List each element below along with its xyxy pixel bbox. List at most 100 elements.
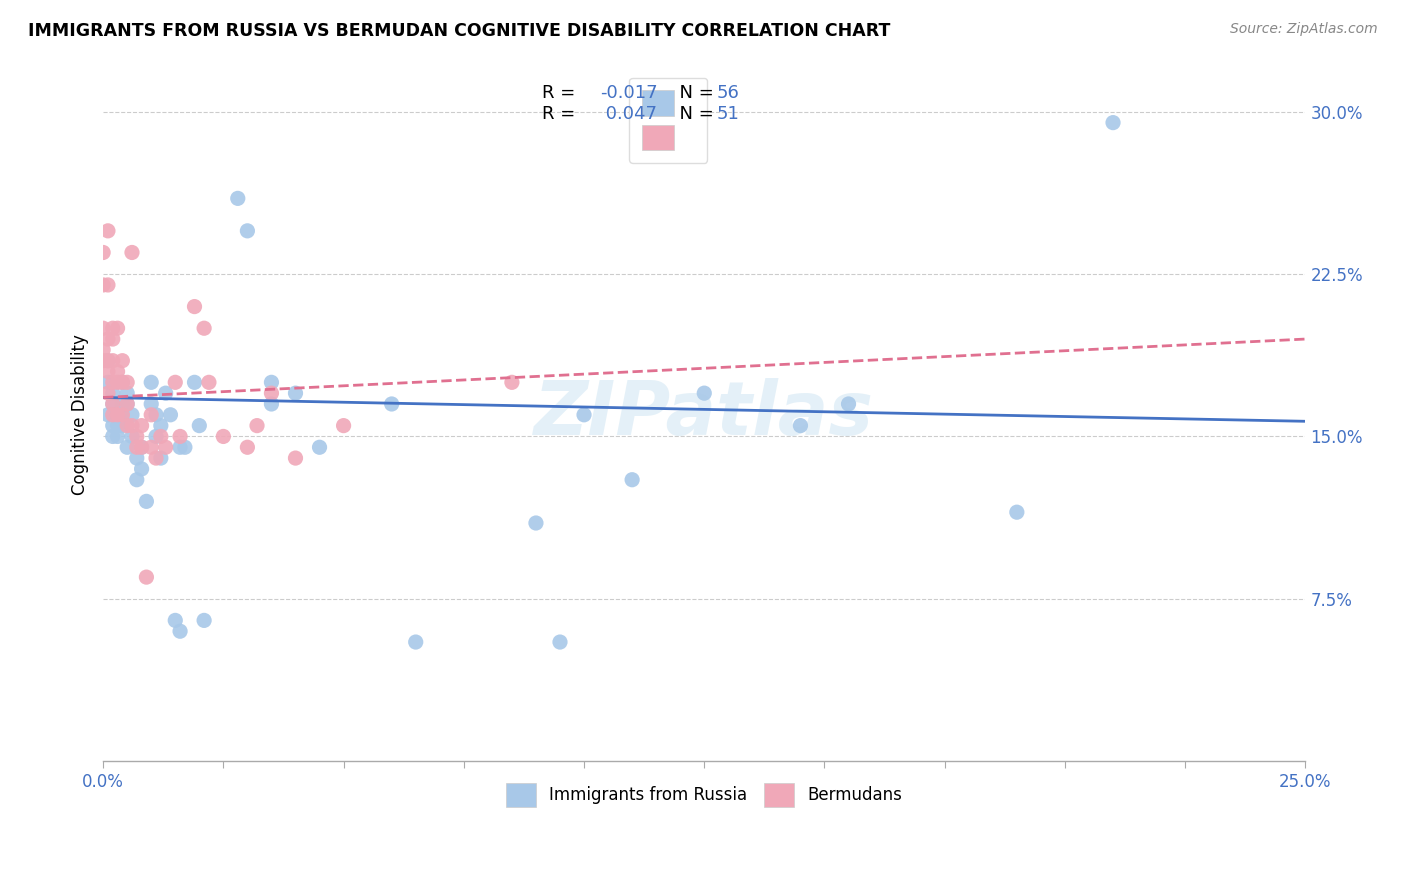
Point <box>308 440 330 454</box>
Point <box>838 397 860 411</box>
Point <box>548 635 571 649</box>
Point <box>115 386 138 401</box>
Point <box>111 408 134 422</box>
Point <box>115 376 138 390</box>
Point <box>107 408 129 422</box>
Point <box>155 386 177 401</box>
Point <box>260 376 283 390</box>
Point <box>131 440 153 454</box>
Point <box>1102 115 1125 129</box>
Point <box>183 376 205 390</box>
Point <box>145 408 167 422</box>
Point <box>91 343 114 357</box>
Point <box>125 429 148 443</box>
Point <box>284 386 307 401</box>
Point <box>101 418 124 433</box>
Point <box>97 408 120 422</box>
Text: N =: N = <box>668 84 720 102</box>
Point <box>226 191 249 205</box>
Point <box>107 376 129 390</box>
Point <box>97 353 120 368</box>
Point <box>149 451 172 466</box>
Point <box>97 386 120 401</box>
Point <box>97 332 120 346</box>
Text: -0.017: -0.017 <box>600 84 657 102</box>
Point <box>173 440 195 454</box>
Point <box>125 451 148 466</box>
Point <box>131 418 153 433</box>
Point <box>97 353 120 368</box>
Point <box>145 429 167 443</box>
Point <box>115 418 138 433</box>
Point <box>1005 505 1028 519</box>
Point <box>381 397 404 411</box>
Text: 51: 51 <box>716 104 740 122</box>
Point <box>97 224 120 238</box>
Point <box>91 321 114 335</box>
Text: R =: R = <box>541 104 581 122</box>
Point <box>115 440 138 454</box>
Point <box>693 386 716 401</box>
Text: Source: ZipAtlas.com: Source: ZipAtlas.com <box>1230 22 1378 37</box>
Point <box>97 364 120 378</box>
Point <box>524 516 547 530</box>
Point <box>91 245 114 260</box>
Point <box>131 440 153 454</box>
Point <box>101 397 124 411</box>
Point <box>111 376 134 390</box>
Point <box>101 429 124 443</box>
Point <box>145 451 167 466</box>
Point <box>188 418 211 433</box>
Point <box>107 418 129 433</box>
Point <box>111 408 134 422</box>
Point <box>101 353 124 368</box>
Point <box>97 376 120 390</box>
Point <box>169 624 191 639</box>
Point <box>501 376 523 390</box>
Point <box>236 440 259 454</box>
Point <box>135 494 157 508</box>
Point <box>165 614 187 628</box>
Point <box>111 418 134 433</box>
Point <box>91 277 114 292</box>
Point <box>149 418 172 433</box>
Point <box>193 614 215 628</box>
Point <box>621 473 644 487</box>
Point <box>260 386 283 401</box>
Point <box>111 353 134 368</box>
Y-axis label: Cognitive Disability: Cognitive Disability <box>72 334 89 495</box>
Text: ZIPatlas: ZIPatlas <box>534 378 875 451</box>
Point <box>141 440 163 454</box>
Point <box>111 397 134 411</box>
Point <box>107 408 129 422</box>
Point <box>169 429 191 443</box>
Point <box>101 386 124 401</box>
Point <box>121 418 143 433</box>
Point <box>135 570 157 584</box>
Point <box>107 429 129 443</box>
Text: N =: N = <box>668 104 720 122</box>
Point <box>101 408 124 422</box>
Point <box>789 418 811 433</box>
Point <box>193 321 215 335</box>
Point <box>91 353 114 368</box>
Point <box>183 300 205 314</box>
Point <box>141 376 163 390</box>
Point <box>405 635 427 649</box>
Text: R =: R = <box>541 84 581 102</box>
Point <box>141 397 163 411</box>
Point <box>101 332 124 346</box>
Text: 56: 56 <box>716 84 740 102</box>
Point <box>125 473 148 487</box>
Point <box>131 462 153 476</box>
Point <box>121 408 143 422</box>
Point <box>101 397 124 411</box>
Point <box>125 440 148 454</box>
Point <box>212 429 235 443</box>
Point <box>260 397 283 411</box>
Text: 0.047: 0.047 <box>600 104 657 122</box>
Point <box>111 376 134 390</box>
Point <box>97 277 120 292</box>
Point <box>107 364 129 378</box>
Point <box>115 397 138 411</box>
